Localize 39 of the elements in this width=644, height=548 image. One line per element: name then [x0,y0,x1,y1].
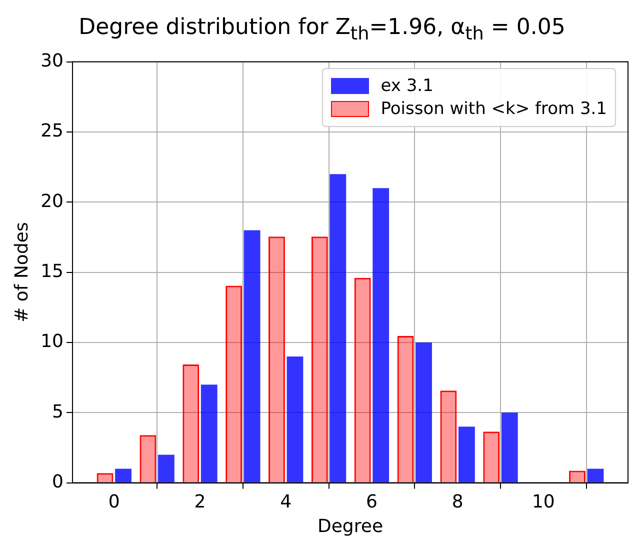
bar [397,336,414,482]
x-tick-label: 4 [280,491,292,512]
x-tick-label: 2 [194,491,206,512]
y-tick-label: 30 [40,50,64,72]
x-tick-label: 6 [366,491,378,512]
y-tick-label: 10 [40,331,64,352]
bar [182,364,200,482]
y-tick-label: 20 [40,190,64,212]
bar [587,468,604,482]
bar [115,468,132,482]
bar [244,230,260,482]
legend-label: ex 3.1 [380,76,434,96]
bar [416,342,432,482]
bar [311,236,328,482]
bar [458,426,475,482]
bar [330,174,346,482]
bar [501,412,518,482]
x-tick-label: 10 [532,491,555,512]
x-tick-label: 0 [108,491,120,512]
y-tick-label: 5 [52,401,64,422]
x-tick-label: 8 [452,491,464,512]
x-axis-title: Degree [317,516,384,537]
bar [200,384,218,482]
bar [286,356,304,482]
y-tick-label: 0 [52,471,64,492]
bar [140,435,156,482]
legend-label: Poisson with <k> from 3.1 [380,99,607,119]
bar [372,188,390,482]
y-tick-label: 15 [40,260,64,282]
bar [483,432,500,482]
bar [354,278,371,482]
bar [96,473,114,482]
y-tick-label: 25 [40,120,64,142]
y-axis-title: # of Nodes [11,222,32,322]
bar [268,236,285,482]
bar [440,390,457,482]
chart-title: Degree distribution for Z$_{th}$=1.96, α$_{th}$ = 0.05 [78,14,566,46]
bar [158,454,174,482]
bar [226,286,242,482]
